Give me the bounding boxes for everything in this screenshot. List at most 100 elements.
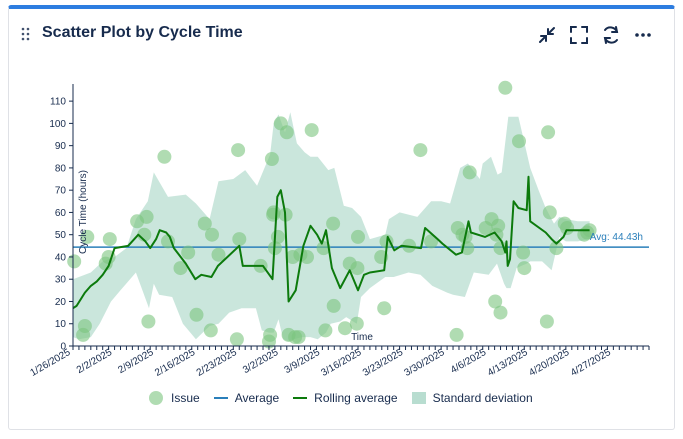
drag-handle-icon[interactable] [21,27,31,41]
y-tick-label: 90 [55,141,67,152]
chart-legend: Issue Average Rolling average Standard d… [148,388,547,408]
issue-point[interactable] [173,261,188,276]
x-tick-label: 2/9/2025 [116,347,156,376]
y-tick-label: 0 [60,342,66,353]
issue-point[interactable] [516,245,531,260]
collapse-icon[interactable] [536,24,558,46]
issue-point[interactable] [316,241,331,256]
issue-point[interactable] [279,125,294,140]
x-tick-label: 3/16/2025 [319,347,363,379]
refresh-icon[interactable] [600,24,622,46]
y-tick-label: 50 [55,230,67,241]
issue-point[interactable] [350,261,365,276]
issue-point[interactable] [326,298,341,313]
issue-point[interactable] [539,314,554,329]
y-tick-label: 80 [55,163,67,174]
y-tick-label: 70 [55,186,67,197]
x-tick-label: 3/30/2025 [403,347,447,379]
issue-point[interactable] [139,209,154,224]
stddev-swatch-icon [411,392,426,404]
issue-point[interactable] [197,216,212,231]
issue-point[interactable] [517,261,532,276]
issue-point[interactable] [493,305,508,320]
issue-point[interactable] [377,301,392,316]
y-tick-label: 30 [55,275,67,286]
x-tick-label: 4/6/2025 [449,347,489,376]
issue-point[interactable] [413,143,428,158]
issue-swatch-icon [149,391,163,405]
issue-point[interactable] [67,254,82,269]
issue-point[interactable] [462,165,477,180]
chart-title: Scatter Plot by Cycle Time [42,24,243,41]
x-tick-label: 3/23/2025 [361,347,405,379]
x-tick-label: 4/13/2025 [486,347,530,379]
x-tick-label: 3/2/2025 [241,347,281,376]
legend-stddev[interactable]: Standard deviation [411,391,533,405]
issue-point[interactable] [77,319,92,333]
issue-point[interactable] [300,250,314,264]
issue-point[interactable] [318,323,333,338]
issue-point[interactable] [488,294,503,309]
more-icon[interactable] [632,24,654,46]
x-tick-label: 2/16/2025 [153,347,197,379]
issue-point[interactable] [424,234,439,249]
issue-point[interactable] [326,216,341,231]
issue-point[interactable] [80,229,95,244]
issue-point[interactable] [349,316,364,331]
issue-point[interactable] [232,232,247,247]
issue-point[interactable] [102,232,117,247]
issue-point[interactable] [449,327,464,342]
x-tick-label: 4/27/2025 [569,347,613,379]
legend-average-label: Average [234,391,280,405]
issue-point[interactable] [512,134,526,149]
rolling-swatch-icon [293,397,308,399]
issue-point[interactable] [264,152,279,166]
legend-average[interactable]: Average [213,390,280,406]
legend-issue[interactable]: Issue [148,390,200,406]
x-tick-label: 3/9/2025 [283,347,323,376]
x-tick-label: 2/23/2025 [195,347,239,379]
issue-point[interactable] [304,123,319,138]
y-tick-label: 60 [55,208,67,219]
x-axis-label: Time [351,332,373,343]
issue-point[interactable] [541,125,556,140]
y-tick-label: 100 [49,119,66,130]
average-label: Avg: 44.43h [590,232,643,243]
x-tick-label: 1/26/2025 [28,347,72,379]
fullscreen-icon[interactable] [568,24,590,46]
legend-issue-label: Issue [171,391,200,405]
issue-point[interactable] [229,332,244,347]
issue-point[interactable] [231,143,246,158]
issue-point[interactable] [181,245,196,260]
y-tick-label: 10 [55,319,67,330]
y-axis-label: Cycle Time (hours) [78,170,89,254]
legend-stddev-label: Standard deviation [432,391,533,405]
issue-point[interactable] [211,247,226,262]
issue-point[interactable] [266,205,281,220]
issue-point[interactable] [263,327,278,342]
issue-point[interactable] [205,227,219,242]
issue-point[interactable] [542,205,557,220]
issue-point[interactable] [270,229,285,244]
issue-point[interactable] [560,221,575,235]
issue-point[interactable] [338,321,352,336]
issue-point[interactable] [157,149,172,164]
issue-point[interactable] [351,229,365,244]
issue-point[interactable] [161,234,175,249]
legend-rolling[interactable]: Rolling average [293,390,398,406]
y-tick-label: 20 [55,297,67,308]
x-tick-label: 2/2/2025 [75,347,115,376]
issue-point[interactable] [203,323,218,338]
issue-point[interactable] [291,330,306,345]
y-tick-label: 40 [55,252,67,263]
issue-point[interactable] [141,314,156,329]
issue-point[interactable] [189,307,204,322]
rolling-average-line [72,175,590,310]
issue-point[interactable] [549,241,564,256]
legend-rolling-label: Rolling average [314,391,398,405]
issue-point[interactable] [498,80,513,95]
y-tick-label: 110 [50,97,66,108]
average-swatch-icon [213,397,228,399]
issue-point[interactable] [491,218,506,233]
